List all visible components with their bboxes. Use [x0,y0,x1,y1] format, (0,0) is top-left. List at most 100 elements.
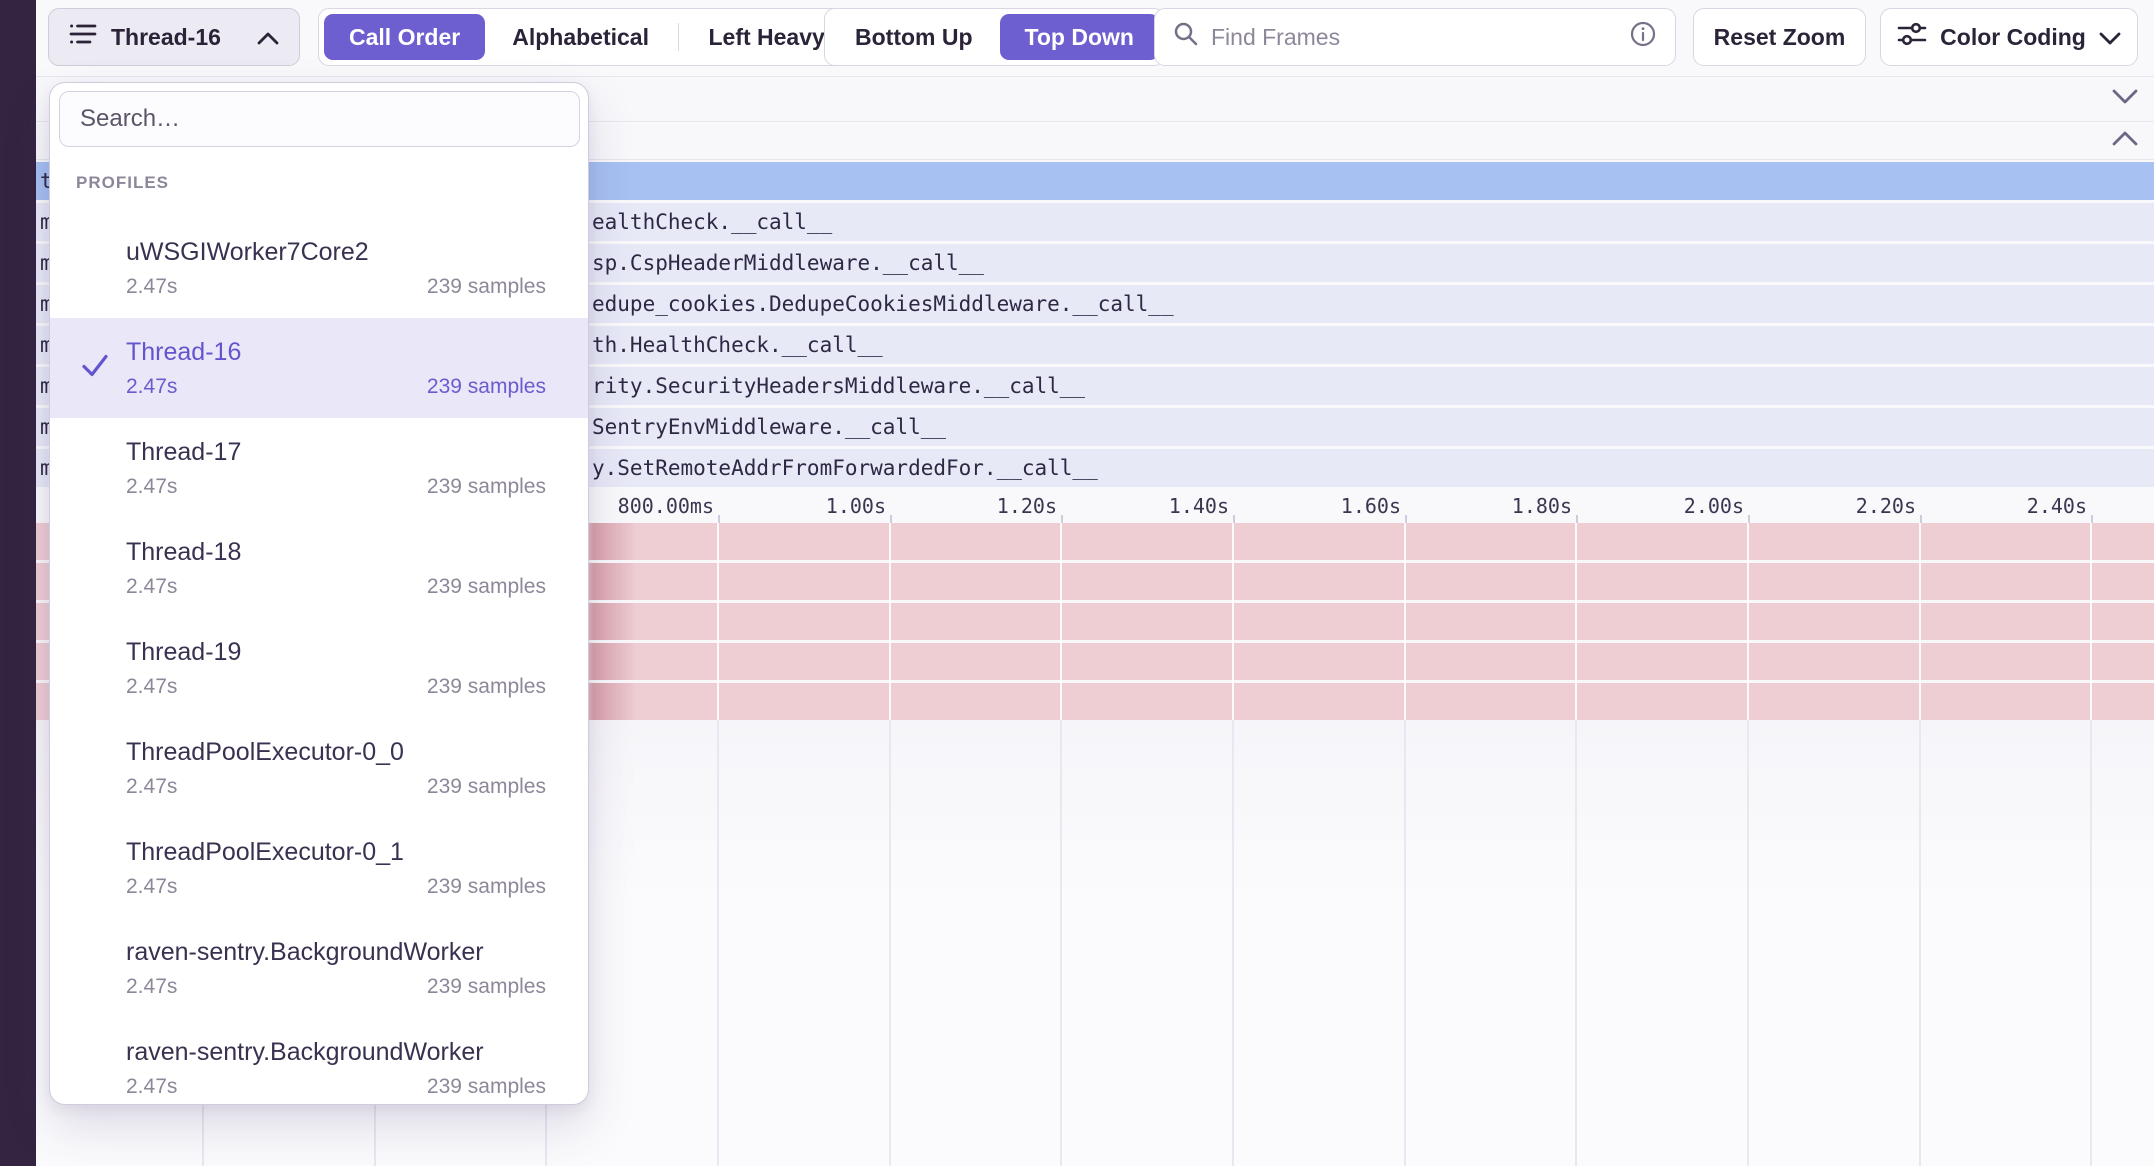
sliders-icon [1897,21,1927,53]
gridline [717,720,719,1166]
profile-selector-button[interactable]: Thread-16 [48,8,300,66]
find-frames-box [1154,8,1676,66]
gridline [717,523,719,720]
profiles-dropdown: PROFILES uWSGIWorker7Core2 2.47s 239 sam… [49,82,589,1105]
profile-option[interactable]: Thread-17 2.47s 239 samples [50,418,588,518]
direction-group: Bottom Up Top Down [824,8,1165,66]
flame-frame-label: edupe_cookies.DedupeCookiesMiddleware.__… [592,292,1174,316]
axis-label: 1.20s [996,494,1057,518]
profile-option-name: ThreadPoolExecutor-0_0 [126,737,404,766]
chevron-up-icon[interactable] [2112,131,2138,151]
profile-option[interactable]: Thread-18 2.47s 239 samples [50,518,588,618]
flame-frame-label: y.SetRemoteAddrFromForwardedFor.__call__ [592,456,1098,480]
sort-left-heavy-button[interactable]: Left Heavy [683,14,849,60]
gridline [1747,720,1749,1166]
axis-tick [1405,515,1407,524]
profile-option-name: Thread-19 [126,637,242,666]
sort-alphabetical-button[interactable]: Alphabetical [487,14,674,60]
chevron-down-icon[interactable] [2112,89,2138,109]
info-icon[interactable] [1629,20,1657,54]
axis-tick [1748,515,1750,524]
sort-mode-group: Call Order Alphabetical Left Heavy [318,8,856,66]
profile-option-samples: 239 samples [426,674,546,698]
profile-option[interactable]: raven-sentry.BackgroundWorker 2.47s 239 … [50,918,588,1018]
gridline [1060,720,1062,1166]
profile-option[interactable]: Thread-16 2.47s 239 samples [50,318,588,418]
gridline [889,720,891,1166]
axis-label: 1.60s [1340,494,1401,518]
axis-tick [1233,515,1235,524]
axis-label: 1.00s [825,494,886,518]
gridline [1575,523,1577,720]
profile-option-name: ThreadPoolExecutor-0_1 [126,837,404,866]
profile-option-name: Thread-17 [126,437,242,466]
profile-option-name: Thread-16 [126,337,242,366]
profile-option-duration: 2.47s [126,574,178,598]
axis-label: 2.20s [1855,494,1916,518]
chevron-up-icon [257,24,279,51]
gridline [1060,523,1062,720]
flame-frame-label: SentryEnvMiddleware.__call__ [592,415,947,439]
profile-option-name: raven-sentry.BackgroundWorker [126,937,484,966]
gridline [1919,523,1921,720]
profile-option-samples: 239 samples [426,474,546,498]
top-down-button[interactable]: Top Down [999,14,1159,60]
list-icon [69,21,97,53]
profile-option[interactable]: ThreadPoolExecutor-0_1 2.47s 239 samples [50,818,588,918]
profile-option-name: raven-sentry.BackgroundWorker [126,1037,484,1066]
check-icon [80,351,110,386]
find-frames-input[interactable] [1211,23,1617,51]
gridline [1575,720,1577,1166]
sort-call-order-button[interactable]: Call Order [324,14,486,60]
gridline [1747,523,1749,720]
axis-tick [718,515,720,524]
profile-option[interactable]: ThreadPoolExecutor-0_0 2.47s 239 samples [50,718,588,818]
profiles-section-label: PROFILES [76,173,170,192]
profile-option-duration: 2.47s [126,374,178,398]
profile-option[interactable]: Thread-19 2.47s 239 samples [50,618,588,718]
axis-tick [890,515,892,524]
gridline [2090,523,2092,720]
axis-label: 800.00ms [617,494,714,518]
gridline [1232,720,1234,1166]
profile-option-samples: 239 samples [426,774,546,798]
chevron-down-icon [2099,24,2121,51]
profiles-list: uWSGIWorker7Core2 2.47s 239 samples Thre… [50,218,588,1104]
axis-tick [2091,515,2093,524]
profiles-search-input[interactable] [59,91,580,147]
axis-tick [1061,515,1063,524]
divider [677,23,680,51]
bottom-up-button[interactable]: Bottom Up [830,14,998,60]
profile-option[interactable]: raven-sentry.BackgroundWorker 2.47s 239 … [50,1018,588,1104]
profile-option-name: Thread-18 [126,537,242,566]
profile-option-samples: 239 samples [426,874,546,898]
gridline [1404,720,1406,1166]
profile-option[interactable]: uWSGIWorker7Core2 2.47s 239 samples [50,218,588,318]
profile-selector-label: Thread-16 [111,23,221,50]
profile-option-samples: 239 samples [426,974,546,998]
flame-frame-label: ealthCheck.__call__ [592,210,833,234]
color-coding-label: Color Coding [1940,23,2086,50]
profile-option-samples: 239 samples [426,574,546,598]
profile-option-samples: 239 samples [426,274,546,298]
profile-option-duration: 2.47s [126,474,178,498]
search-icon [1173,21,1199,53]
gridline [1232,523,1234,720]
gridline [1919,720,1921,1166]
flame-frame-label: sp.CspHeaderMiddleware.__call__ [592,251,984,275]
profile-option-duration: 2.47s [126,874,178,898]
profile-option-duration: 2.47s [126,1074,178,1098]
axis-label: 1.40s [1168,494,1229,518]
flame-frame-label: rity.SecurityHeadersMiddleware.__call__ [592,374,1086,398]
profile-option-samples: 239 samples [426,374,546,398]
color-coding-button[interactable]: Color Coding [1880,8,2138,66]
app-sidebar [0,0,36,1166]
profile-option-samples: 239 samples [426,1074,546,1098]
axis-tick [1920,515,1922,524]
gridline [2090,720,2092,1166]
axis-tick [1576,515,1578,524]
flame-frame-label: th.HealthCheck.__call__ [592,333,883,357]
gridline [889,523,891,720]
reset-zoom-button[interactable]: Reset Zoom [1693,8,1866,66]
gridline [1404,523,1406,720]
